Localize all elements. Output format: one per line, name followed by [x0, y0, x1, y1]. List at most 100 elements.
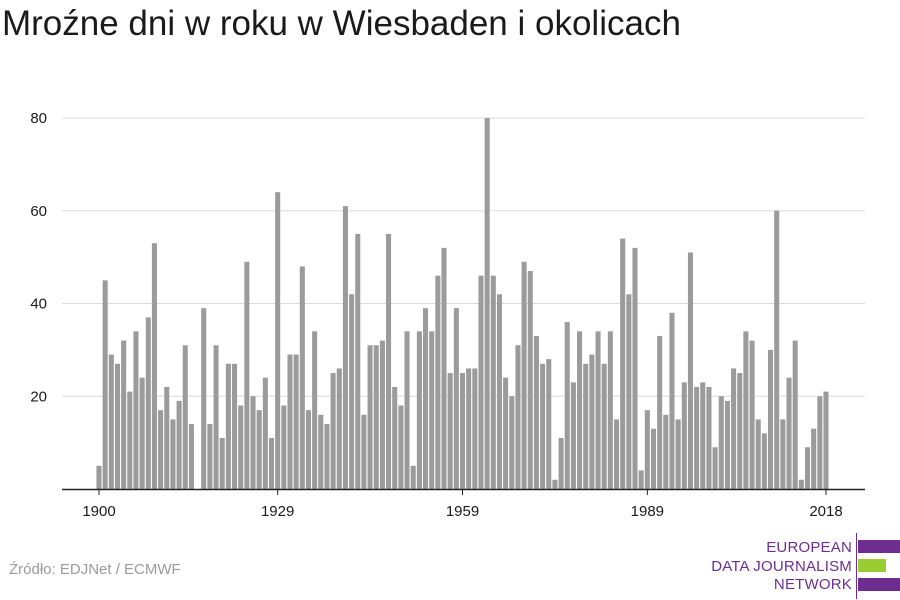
bar-1953 [423, 308, 429, 489]
bar-1985 [620, 238, 626, 489]
bar-1950 [404, 331, 410, 489]
bar-1957 [447, 373, 453, 489]
bar-1981 [595, 331, 601, 489]
x-tick-label-1989: 1989 [631, 503, 664, 520]
logo-bar-purple-top [858, 540, 900, 553]
bar-1971 [533, 335, 539, 489]
bar-1924 [244, 261, 250, 489]
bar-1940 [342, 206, 348, 490]
bar-1979 [583, 363, 589, 489]
bar-2011 [780, 419, 786, 489]
bar-1927 [262, 377, 268, 489]
bar-1942 [355, 233, 361, 489]
bar-1914 [182, 345, 188, 489]
bar-2015 [804, 447, 811, 489]
bar-1913 [176, 400, 182, 489]
bar-1994 [675, 419, 681, 489]
bar-1967 [509, 396, 515, 489]
bar-1923 [238, 405, 244, 489]
bar-2018 [823, 391, 829, 489]
chart-title: Mroźne dni w roku w Wiesbaden i okolicac… [2, 4, 681, 43]
x-tick-labels: 1900 1929 1959 1989 2018 [82, 489, 843, 520]
bar-1947 [386, 233, 392, 489]
logo-bar-green [858, 559, 886, 572]
bar-1948 [392, 386, 398, 489]
y-tick-label-80: 80 [30, 110, 47, 127]
bar-1995 [681, 382, 687, 489]
bar-1944 [367, 345, 373, 489]
bar-1936 [318, 414, 324, 489]
bar-1977 [570, 382, 576, 489]
bar-1958 [453, 308, 459, 489]
bar-2001 [718, 396, 724, 489]
bar-1904 [121, 340, 127, 489]
bar-2010 [774, 210, 780, 489]
bar-1990 [650, 428, 657, 489]
y-tick-label-40: 40 [30, 296, 47, 313]
bar-1928 [268, 437, 275, 489]
bar-1946 [379, 340, 385, 489]
bar-1941 [349, 294, 355, 489]
bar-2007 [755, 419, 761, 489]
x-tick-label-1929: 1929 [261, 503, 294, 520]
bar-1997 [694, 386, 700, 489]
bar-2016 [811, 428, 817, 489]
bar-1910 [158, 410, 164, 489]
bar-2003 [731, 368, 737, 489]
bar-1961 [472, 368, 478, 489]
bar-1996 [687, 252, 693, 489]
bar-1945 [373, 345, 379, 489]
bar-1908 [145, 317, 151, 489]
bar-1956 [441, 247, 447, 489]
logo-divider [856, 533, 857, 599]
logo-line-3: NETWORK [773, 576, 852, 593]
bar-1930 [281, 405, 287, 489]
logo-text: EUROPEAN DATA JOURNALISM NETWORK [711, 539, 852, 595]
bar-1955 [435, 275, 441, 489]
bar-1943 [361, 414, 367, 489]
bar-1920 [219, 437, 225, 489]
bar-1939 [336, 368, 342, 489]
bar-1962 [478, 275, 484, 489]
bar-1968 [515, 345, 521, 489]
bar-1993 [669, 312, 675, 489]
bar-1954 [429, 331, 435, 489]
bar-1998 [700, 382, 706, 489]
bar-1964 [490, 275, 496, 489]
bar-1963 [484, 118, 490, 489]
x-tick-label-2018: 2018 [809, 503, 842, 520]
x-tick-label-1959: 1959 [446, 503, 479, 520]
bar-1973 [546, 359, 552, 489]
bar-1972 [540, 363, 546, 489]
bar-1907 [139, 377, 145, 489]
logo-line-1: EUROPEAN [766, 539, 852, 556]
bar-1935 [312, 331, 318, 489]
bar-1984 [614, 419, 620, 489]
bar-2008 [761, 433, 767, 489]
bar-2017 [817, 396, 823, 489]
bar-1900 [96, 465, 102, 489]
bar-1901 [102, 280, 108, 489]
bar-1938 [330, 373, 336, 489]
bar-1978 [577, 331, 583, 489]
bar-1902 [108, 354, 114, 489]
bar-1982 [601, 363, 607, 489]
bar-1922 [232, 363, 238, 489]
bar-1992 [663, 414, 669, 489]
bar-1917 [201, 308, 207, 489]
y-tick-labels: 20 40 60 80 [30, 110, 47, 405]
bar-1966 [503, 377, 509, 489]
bar-2006 [749, 340, 755, 489]
bar-1969 [521, 261, 527, 489]
y-tick-label-60: 60 [30, 203, 47, 220]
bar-1951 [410, 465, 416, 489]
bar-1934 [305, 410, 311, 489]
bar-1905 [127, 391, 133, 489]
bar-1974 [552, 479, 558, 489]
edjnet-logo: EUROPEAN DATA JOURNALISM NETWORK [700, 533, 900, 600]
bar-chart: 20 40 60 80 1900 1929 1959 1989 2018 [30, 110, 865, 520]
logo-line-2: DATA JOURNALISM [711, 557, 852, 575]
bar-1903 [114, 363, 121, 489]
bar-1952 [416, 331, 422, 489]
bar-2004 [737, 373, 743, 489]
